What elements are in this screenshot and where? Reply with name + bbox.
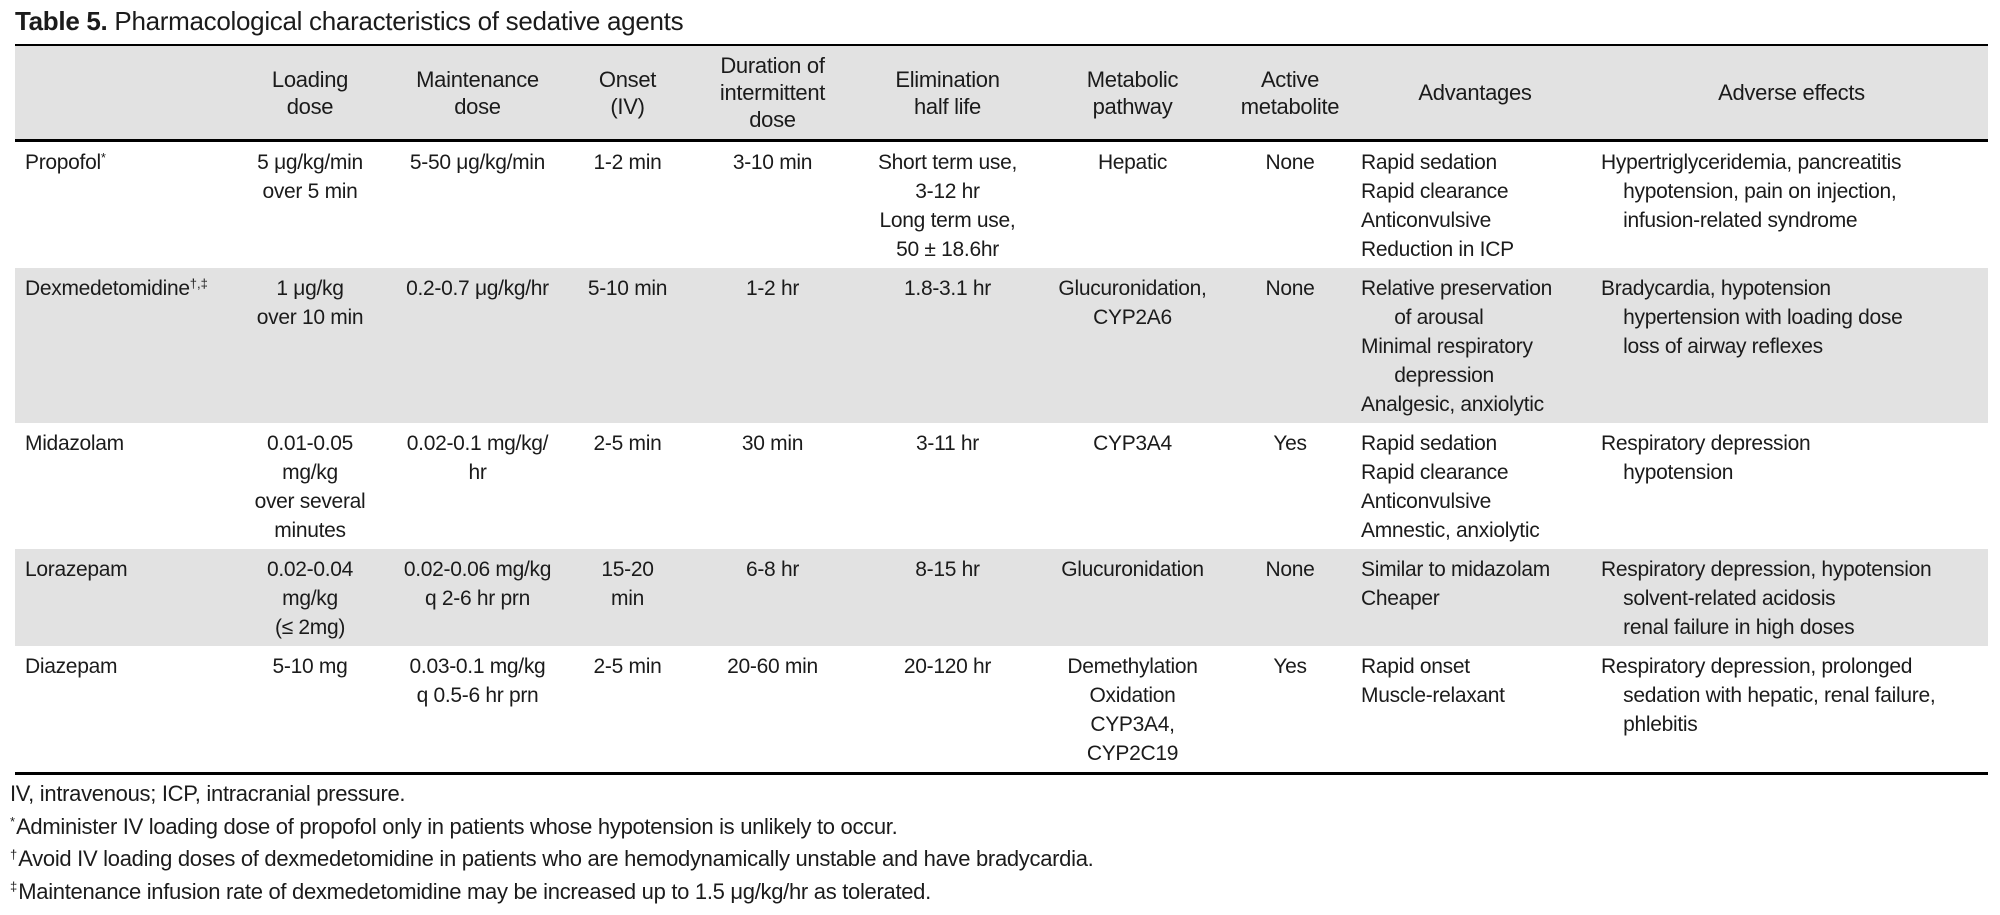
table-header: Loading dose Maintenance dose Onset (IV) Durat… xyxy=(15,45,1988,142)
table-cell-duration-intermittent-dose: 6-8 hr xyxy=(690,549,855,646)
table-cell-maintenance-dose: 0.02-0.06 mg/kg q 2-6 hr prn xyxy=(390,549,565,646)
footnote: ‡Maintenance infusion rate of dexmedetom… xyxy=(10,876,1093,909)
drug-name-cell: Midazolam xyxy=(15,423,230,549)
column-header-onset-iv: Onset (IV) xyxy=(565,45,690,142)
table-cell-adverse-effects: Respiratory depression, hypotension solv… xyxy=(1595,549,1988,646)
table-cell-onset-iv: 2-5 min xyxy=(593,655,662,678)
column-header-adverse-effects: Adverse effects xyxy=(1595,45,1988,142)
footnote-text: Maintenance infusion rate of dexmedetomi… xyxy=(18,878,931,904)
table-cell-duration-intermittent-dose: 3-10 min xyxy=(732,151,813,174)
drug-name-cell: Lorazepam xyxy=(15,549,230,646)
footnotes: IV, intravenous; ICP, intracranial press… xyxy=(10,778,1094,909)
column-header-duration-intermittent-dose: Duration of intermittent dose xyxy=(690,45,855,142)
column-header-drug xyxy=(15,45,230,142)
table-caption: Pharmacological characteristics of sedat… xyxy=(107,6,684,36)
table-cell-adverse-effects: Respiratory depression, prolonged sedati… xyxy=(1601,655,1936,736)
table-cell-maintenance-dose: 0.03-0.1 mg/kg q 0.5-6 hr prn xyxy=(409,655,546,707)
table-cell-onset-iv: 5-10 min xyxy=(565,268,690,423)
table-cell-advantages: Rapid onset Muscle-relaxant xyxy=(1361,655,1505,707)
footnote-marker: ‡ xyxy=(10,879,18,895)
drug-name-cell: Dexmedetomidine†,‡ xyxy=(15,268,230,423)
drug-name: Dexmedetomidine xyxy=(25,277,190,300)
table-cell-maintenance-dose: 5-50 μg/kg/min xyxy=(409,151,546,174)
table-cell-active-metabolite: Yes xyxy=(1273,432,1307,455)
column-header-elimination-half-life: Elimination half life xyxy=(855,45,1040,142)
column-header-metabolic-pathway: Metabolic pathway xyxy=(1040,45,1225,142)
table-row-propofol: Propofol* 5 μg/kg/min over 5 min 5-50 μg/kg… xyxy=(15,141,1988,269)
table-row-midazolam: Midazolam 0.01-0.05 mg/kg over several minut… xyxy=(15,423,1988,549)
table-cell-elimination-half-life: 3-11 hr xyxy=(916,432,979,455)
table-cell-duration-intermittent-dose: 20-60 min xyxy=(727,655,818,678)
drug-name: Diazepam xyxy=(25,655,118,678)
table-cell-loading-dose: 5 μg/kg/min over 5 min xyxy=(257,151,363,203)
table-cell-elimination-half-life: Short term use, 3-12 hr Long term use, 50 ±… xyxy=(877,151,1018,261)
table-number-label: Table 5. xyxy=(15,6,108,36)
footnote-marker: †,‡ xyxy=(189,276,208,291)
table-cell-advantages: Rapid sedation Rapid clearance Anticonvuls… xyxy=(1361,432,1540,542)
footnote-text: Avoid IV loading doses of dexmedetomidin… xyxy=(18,846,1094,871)
table-row-lorazepam: Lorazepam 0.02-0.04 mg/kg (≤ 2mg) 0.02-0.06 … xyxy=(15,549,1988,646)
table-cell-metabolic-pathway: Glucuronidation, CYP2A6 xyxy=(1040,268,1225,423)
footnote: †Avoid IV loading doses of dexmedetomidi… xyxy=(10,843,1094,876)
table-cell-maintenance-dose: 0.02-0.1 mg/kg/hr xyxy=(406,432,549,484)
table-cell-adverse-effects: Respiratory depression hypotension xyxy=(1601,432,1811,484)
drug-name: Lorazepam xyxy=(25,558,128,581)
column-header-loading-dose: Loading dose xyxy=(230,45,390,142)
table-cell-onset-iv: 15-20 min xyxy=(565,549,690,646)
footnote-text: IV, intravenous; ICP, intracranial press… xyxy=(10,781,406,806)
table-cell-loading-dose: 1 μg/kg over 10 min xyxy=(230,268,390,423)
table-body: Propofol* 5 μg/kg/min over 5 min 5-50 μg/kg… xyxy=(15,141,1988,774)
table-cell-onset-iv: 1-2 min xyxy=(593,151,662,174)
table-cell-metabolic-pathway: CYP3A4 xyxy=(1093,432,1172,455)
drug-name: Midazolam xyxy=(25,432,124,455)
header-row: Loading dose Maintenance dose Onset (IV) Durat… xyxy=(15,45,1988,142)
table-row-dexmedetomidine: Dexmedetomidine†,‡ 1 μg/kg over 10 min 0.2-… xyxy=(15,268,1988,423)
table-cell-active-metabolite: None xyxy=(1225,549,1355,646)
table-cell-adverse-effects: Hypertriglyceridemia, pancreatitis hypot… xyxy=(1601,151,1902,232)
table-cell-duration-intermittent-dose: 30 min xyxy=(741,432,804,455)
drug-name-cell: Diazepam xyxy=(15,646,230,774)
table-cell-duration-intermittent-dose: 1-2 hr xyxy=(690,268,855,423)
table-cell-elimination-half-life: 20-120 hr xyxy=(903,655,992,678)
footnote: IV, intravenous; ICP, intracranial press… xyxy=(10,778,1093,811)
table-cell-advantages: Similar to midazolam Cheaper xyxy=(1355,549,1595,646)
table-cell-advantages: Relative preservation of arousal Minimal … xyxy=(1355,268,1595,423)
table-cell-loading-dose: 5-10 mg xyxy=(272,655,348,678)
column-header-advantages: Advantages xyxy=(1355,45,1595,142)
table-row-diazepam: Diazepam 5-10 mg 0.03-0.1 mg/kg q 0.5-6 hr … xyxy=(15,646,1988,774)
footnote-marker: * xyxy=(10,814,16,830)
table-cell-active-metabolite: Yes xyxy=(1273,655,1307,678)
drug-name-cell: Propofol* xyxy=(15,141,230,269)
table-cell-loading-dose: 0.01-0.05 mg/kg over several minutes xyxy=(254,432,366,542)
column-header-active-metabolite: Active metabolite xyxy=(1225,45,1355,142)
table-cell-elimination-half-life: 8-15 hr xyxy=(855,549,1040,646)
sedative-agents-table: Loading dose Maintenance dose Onset (IV) Durat… xyxy=(15,44,1988,775)
table-cell-advantages: Rapid sedation Rapid clearance Anticonvuls… xyxy=(1361,151,1514,261)
table-cell-onset-iv: 2-5 min xyxy=(593,432,662,455)
table-cell-maintenance-dose: 0.2-0.7 μg/kg/hr xyxy=(390,268,565,423)
table-cell-active-metabolite: None xyxy=(1265,151,1315,174)
table-cell-elimination-half-life: 1.8-3.1 hr xyxy=(855,268,1040,423)
table-cell-adverse-effects: Bradycardia, hypotension hypertension wi… xyxy=(1595,268,1988,423)
table-cell-loading-dose: 0.02-0.04 mg/kg (≤ 2mg) xyxy=(230,549,390,646)
footnote-text: Administer IV loading dose of propofol o… xyxy=(16,813,898,839)
table-cell-metabolic-pathway: Hepatic xyxy=(1097,151,1168,174)
drug-name: Propofol xyxy=(25,151,101,174)
footnote-marker: † xyxy=(10,846,18,862)
footnote: *Administer IV loading dose of propofol … xyxy=(10,811,1093,844)
column-header-maintenance-dose: Maintenance dose xyxy=(390,45,565,142)
table-title: Table 5. Pharmacological characteristics… xyxy=(15,6,684,37)
footnote-marker: * xyxy=(100,150,106,165)
table-cell-metabolic-pathway: Glucuronidation xyxy=(1040,549,1225,646)
table-cell-metabolic-pathway: Demethylation Oxidation CYP3A4, CYP2C19 xyxy=(1067,655,1198,765)
table-cell-active-metabolite: None xyxy=(1225,268,1355,423)
